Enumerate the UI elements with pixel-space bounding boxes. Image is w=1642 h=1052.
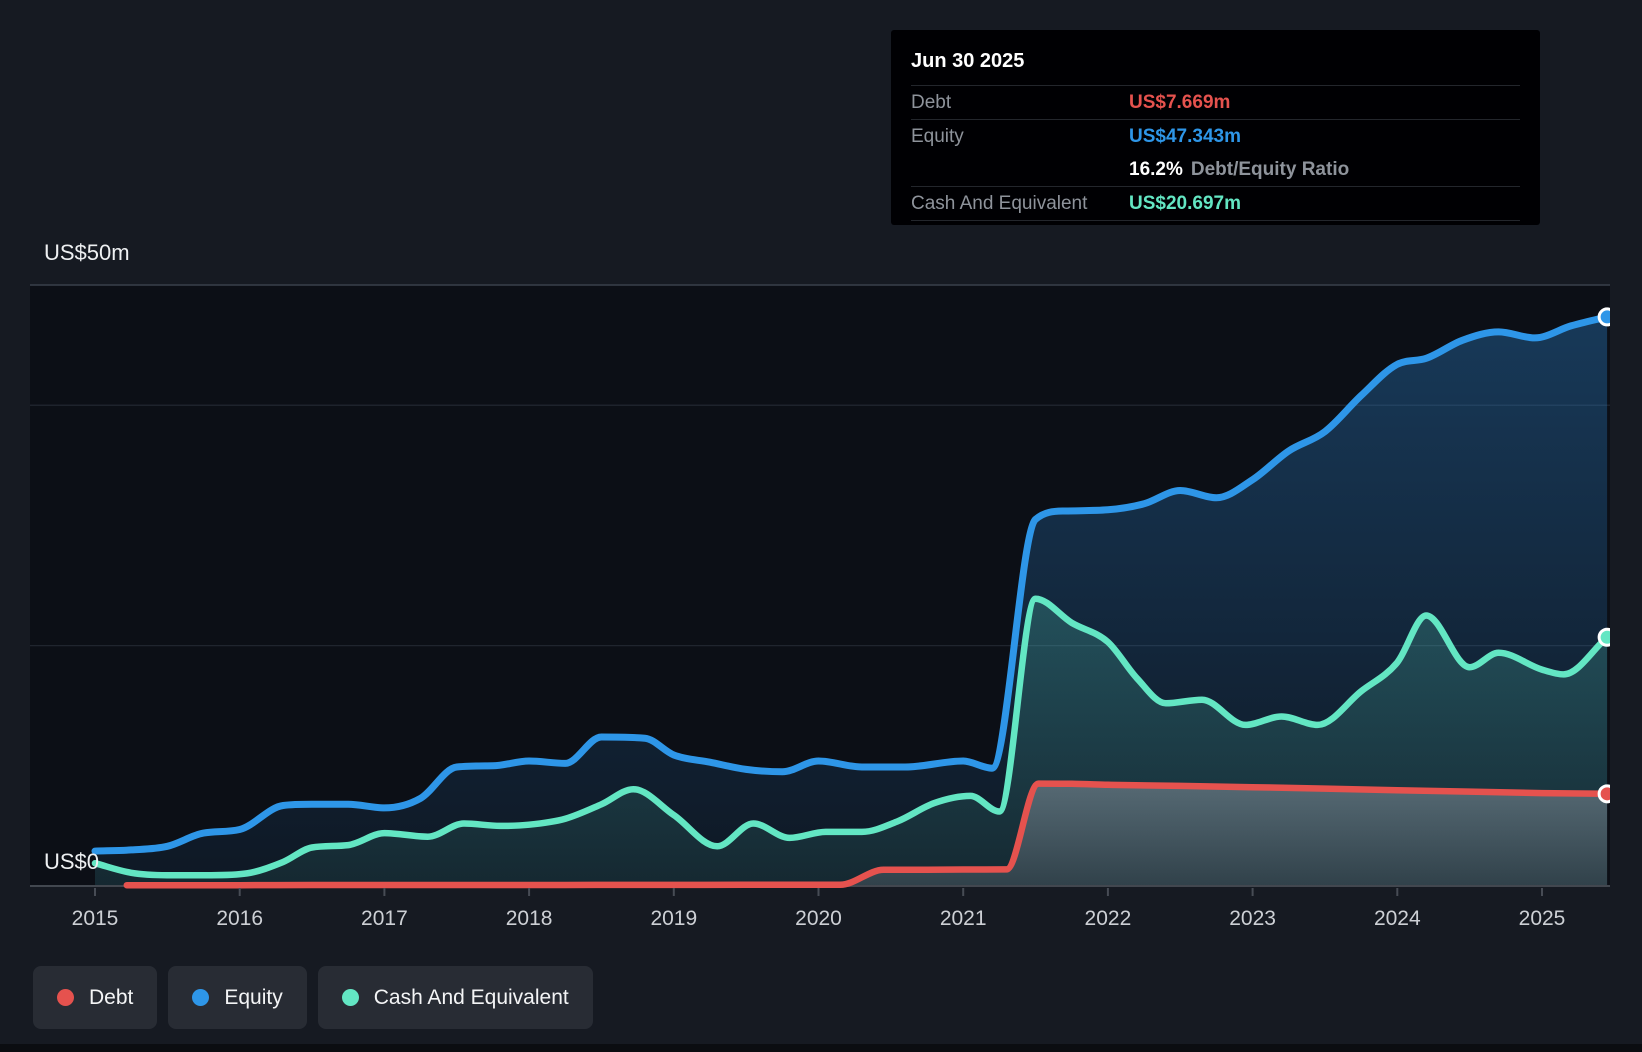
debt-area [126, 783, 1608, 886]
legend-chip-debt[interactable]: Debt [33, 966, 158, 1029]
cash-and-equivalent-endpoint-marker [1597, 627, 1610, 647]
debt-dot-icon [57, 989, 74, 1006]
x-axis-year-label: 2023 [1229, 907, 1276, 930]
y-axis-max-label: US$50m [44, 240, 130, 265]
x-axis-year-label: 2024 [1373, 907, 1421, 930]
cash-and-equivalent-line [91, 595, 1610, 879]
legend-debt-label: Debt [89, 985, 134, 1009]
tooltip-divider [911, 186, 1520, 187]
tooltip-date: Jun 30 2025 [911, 50, 1025, 72]
x-axis-year-label: 2021 [939, 907, 987, 930]
legend-chip-equity[interactable]: Equity [168, 966, 307, 1029]
legend-cash-label: Cash And Equivalent [373, 985, 569, 1009]
chart-legend: Debt Equity Cash And Equivalent [33, 966, 593, 1029]
tooltip-divider [911, 119, 1520, 120]
x-axis-year-label: 2019 [650, 907, 698, 930]
x-axis-year-label: 2018 [505, 907, 553, 930]
cash-dot-icon [341, 989, 359, 1006]
tooltip-row-debt: Debt US$7.669m [911, 86, 1520, 119]
equity-endpoint-marker [1597, 307, 1610, 327]
tooltip-debt-value: US$7.669m [1129, 91, 1231, 113]
chart-tooltip: Jun 30 2025 Debt US$7.669m Equity US$47.… [891, 30, 1540, 225]
tooltip-row-equity: Equity US$47.343m [911, 120, 1520, 153]
tooltip-row-ratio: 16.2% Debt/Equity Ratio [911, 153, 1520, 186]
x-axis-year-label: 2020 [795, 907, 842, 930]
tooltip-cash-label: Cash And Equivalent [911, 192, 1088, 214]
x-axis-year-label: 2017 [361, 907, 408, 930]
legend-chip-cash[interactable]: Cash And Equivalent [317, 966, 593, 1029]
tooltip-ratio: 16.2% Debt/Equity Ratio [1129, 159, 1349, 181]
tooltip-ratio-value: 16.2% [1129, 158, 1183, 180]
x-axis-year-label: 2022 [1084, 907, 1132, 930]
tooltip-divider [911, 85, 1520, 86]
y-axis-zero-label: US$0 [44, 849, 100, 874]
equity-dot-icon [192, 989, 210, 1006]
window-bottom-edge [0, 1044, 1642, 1052]
tooltip-ratio-label: Debt/Equity Ratio [1190, 158, 1350, 180]
tooltip-equity-value: US$47.343m [1129, 125, 1241, 147]
x-axis-year-label: 2015 [71, 907, 119, 930]
debt-endpoint-marker [1597, 784, 1610, 804]
x-axis-year-label: 2016 [216, 907, 264, 930]
tooltip-debt-label: Debt [911, 91, 952, 113]
tooltip-cash-value: US$20.697m [1129, 192, 1241, 214]
legend-equity-label: Equity [224, 985, 283, 1009]
debt-line [123, 780, 1610, 889]
tooltip-equity-label: Equity [911, 125, 964, 147]
tooltip-row-cash: Cash And Equivalent US$20.697m [911, 187, 1520, 220]
x-axis-year-label: 2025 [1518, 907, 1566, 930]
equity-line [91, 313, 1610, 855]
tooltip-divider [911, 220, 1520, 221]
